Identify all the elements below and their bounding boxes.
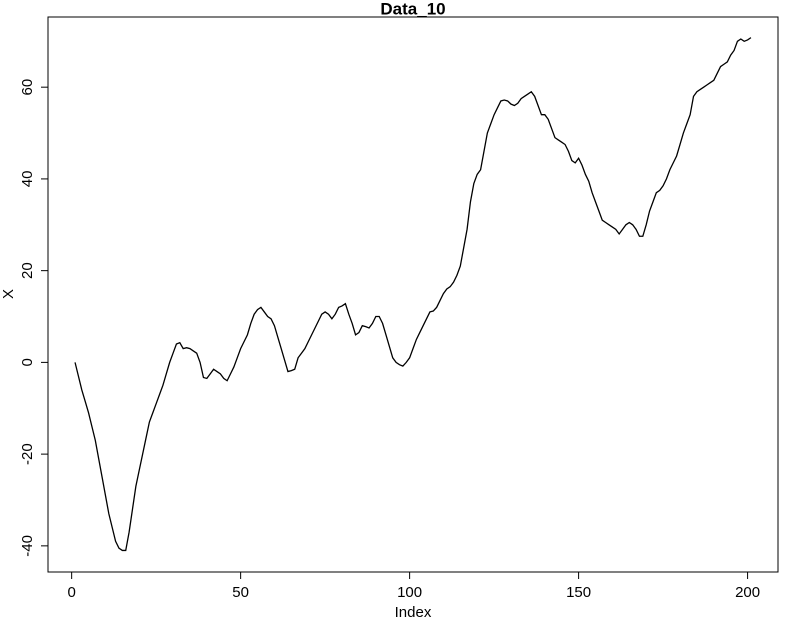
x-tick-label: 100 xyxy=(397,584,422,601)
plot-box xyxy=(47,16,779,573)
x-tick-label: 50 xyxy=(232,584,249,601)
x-tick-label: 150 xyxy=(566,584,591,601)
y-axis-label: X xyxy=(0,289,17,299)
y-tick-label: -20 xyxy=(19,443,36,465)
y-tick-label: 0 xyxy=(19,358,36,366)
data-line xyxy=(74,37,752,552)
y-tick-label: 40 xyxy=(19,171,36,188)
chart-title: Data_10 xyxy=(380,0,445,18)
x-tick-label: 200 xyxy=(735,584,760,601)
x-axis-label: Index xyxy=(395,604,432,620)
y-tick-label: 20 xyxy=(19,262,36,279)
x-tick-label: 0 xyxy=(67,584,75,601)
y-tick-label: 60 xyxy=(19,79,36,96)
y-tick-label: -40 xyxy=(19,535,36,557)
